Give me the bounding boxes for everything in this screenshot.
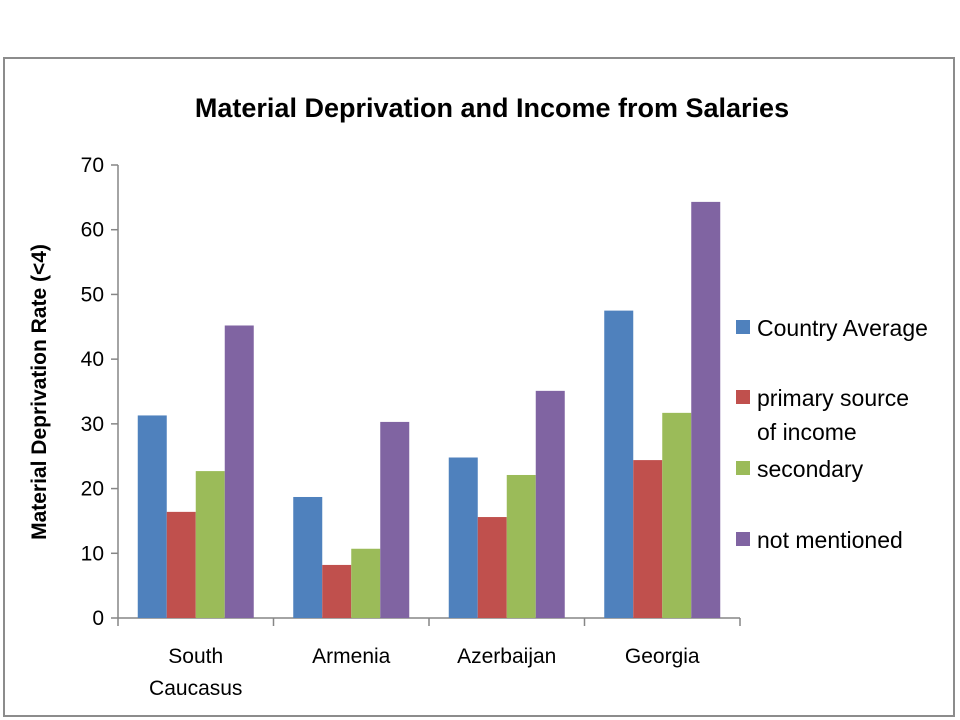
bar [662,412,692,618]
y-tick-label: 60 [81,219,104,242]
bar [195,471,225,618]
x-tick-label-line: Georgia [625,645,700,668]
legend-label-line: Country Average [757,315,928,341]
bar [380,421,410,618]
legend-swatch [736,532,750,546]
bar [506,474,536,618]
y-tick-label: 10 [81,542,104,565]
y-tick-label: 30 [81,413,104,436]
x-tick-label: Georgia [625,645,700,668]
bar [477,517,507,618]
bar [448,457,478,618]
y-tick-label: 40 [81,348,104,371]
y-tick-label: 50 [81,283,104,306]
bar [166,511,196,618]
bar [224,325,254,618]
legend-label-line: not mentioned [757,527,903,553]
bar [535,390,565,618]
y-tick-label: 20 [81,478,104,501]
bar [137,415,167,618]
legend-label-line: primary source [757,385,909,411]
y-tick-label: 70 [81,154,104,177]
bar [351,548,381,618]
x-tick-label-line: Caucasus [149,677,242,700]
legend-label: not mentioned [757,527,903,553]
legend-label: primary source of income [757,385,909,445]
bar [604,310,634,618]
legend-label-line: secondary [757,456,864,482]
x-tick-label: Armenia [312,645,391,668]
x-tick-label: Azerbaijan [457,645,556,668]
chart-title: Material Deprivation and Income from Sal… [195,93,789,123]
y-tick-label: 0 [92,607,104,630]
legend-label: secondary [757,456,864,482]
x-tick-label-line: Armenia [312,645,391,668]
x-tick-label-line: South [168,645,223,668]
legend-swatch [736,320,750,334]
bar [691,201,721,618]
chart-border [3,57,955,717]
legend-swatch [736,461,750,475]
x-tick-label-line: Azerbaijan [457,645,556,668]
x-tick-label: South Caucasus [149,645,242,700]
legend-label: Country Average [757,315,928,341]
bar [293,496,323,618]
y-axis-title: Material Deprivation Rate (<4) [28,244,51,540]
legend-swatch [736,390,750,404]
bar [322,564,352,618]
bar [633,460,663,618]
legend-label-line: of income [757,419,857,445]
